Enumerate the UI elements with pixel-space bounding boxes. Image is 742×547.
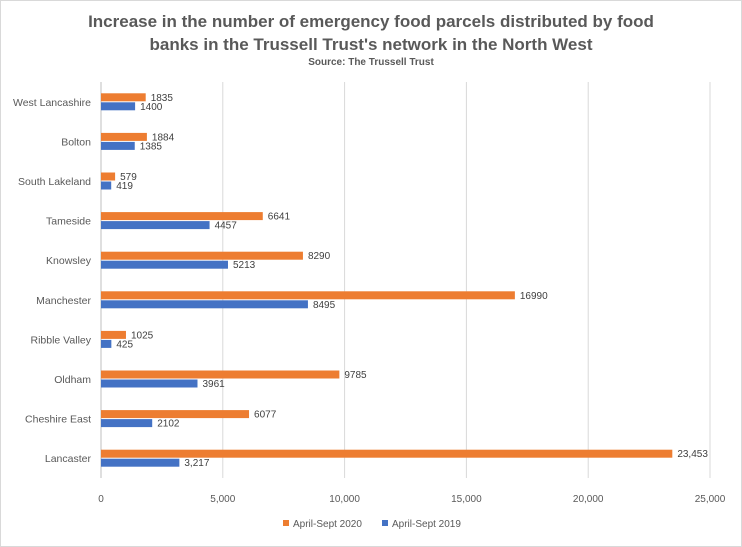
x-tick-label: 0 <box>98 494 104 505</box>
bar-2019 <box>101 379 198 388</box>
data-label: 2102 <box>157 419 180 430</box>
data-label: 425 <box>116 339 133 350</box>
category-label: Cheshire East <box>25 414 91 426</box>
bar-2020 <box>101 251 303 260</box>
data-label: 1025 <box>131 330 154 341</box>
chart-title-line-1: Increase in the number of emergency food… <box>88 12 654 31</box>
category-label: Knowsley <box>46 255 92 267</box>
bar-2020 <box>101 212 263 221</box>
bar-2019 <box>101 141 135 150</box>
bar-2020 <box>101 93 146 102</box>
bar-2020 <box>101 370 340 379</box>
x-tick-label: 10,000 <box>329 494 360 505</box>
data-label: 3,217 <box>184 458 209 469</box>
x-tick-label: 5,000 <box>210 494 235 505</box>
x-tick-label: 15,000 <box>451 494 482 505</box>
category-label: South Lakeland <box>18 176 91 188</box>
bar-2019 <box>101 260 228 269</box>
x-axis-ticks: 0 5,000 10,000 15,000 20,000 25,000 <box>98 494 726 505</box>
data-label: 8495 <box>313 300 336 311</box>
bar-2019 <box>101 300 308 309</box>
bar-2019 <box>101 339 112 348</box>
bar-2020 <box>101 410 250 419</box>
bar-2020 <box>101 330 126 339</box>
gridlines <box>100 82 711 478</box>
bar-2019 <box>101 102 136 111</box>
bar-2020 <box>101 172 116 181</box>
data-label: 16990 <box>520 291 548 302</box>
data-label: 1385 <box>140 141 163 152</box>
data-label: 1835 <box>151 93 174 104</box>
bar-2019 <box>101 181 112 190</box>
category-label: Manchester <box>36 295 91 307</box>
bar-2019 <box>101 221 210 230</box>
legend-swatch-2020 <box>283 520 289 526</box>
legend: April-Sept 2020 April-Sept 2019 <box>283 519 461 530</box>
category-labels: West Lancashire Bolton South Lakeland Tames… <box>13 97 92 465</box>
category-label: Oldham <box>54 374 91 386</box>
category-label: Lancaster <box>45 453 92 465</box>
category-label: Bolton <box>61 136 91 148</box>
data-label: 579 <box>120 172 137 183</box>
data-label: 9785 <box>344 370 367 381</box>
x-tick-label: 20,000 <box>573 494 604 505</box>
category-label: Ribble Valley <box>30 334 91 346</box>
chart-subtitle: Source: The Trussell Trust <box>308 57 434 68</box>
data-label: 6641 <box>268 212 291 223</box>
bar-2020 <box>101 132 147 141</box>
legend-swatch-2019 <box>382 520 388 526</box>
data-label: 4457 <box>215 221 238 232</box>
category-label: Tameside <box>46 216 91 228</box>
bar-2019 <box>101 458 180 467</box>
data-label: 3961 <box>202 379 225 390</box>
data-label: 419 <box>116 181 133 192</box>
chart-title-line-2: banks in the Trussell Trust's network in… <box>149 35 593 54</box>
data-label: 23,453 <box>677 449 708 460</box>
bar-2020 <box>101 449 673 458</box>
category-label: West Lancashire <box>13 97 91 109</box>
legend-label: April-Sept 2020 <box>293 519 362 530</box>
bar-2019 <box>101 419 153 428</box>
data-label: 5213 <box>233 260 256 271</box>
bar-2020 <box>101 291 515 300</box>
data-label: 8290 <box>308 251 331 262</box>
data-label: 1400 <box>140 102 163 113</box>
chart-title: Increase in the number of emergency food… <box>0 10 742 56</box>
data-label: 6077 <box>254 410 277 421</box>
data-label: 1884 <box>152 132 175 143</box>
legend-label: April-Sept 2019 <box>392 519 461 530</box>
x-tick-label: 25,000 <box>695 494 726 505</box>
